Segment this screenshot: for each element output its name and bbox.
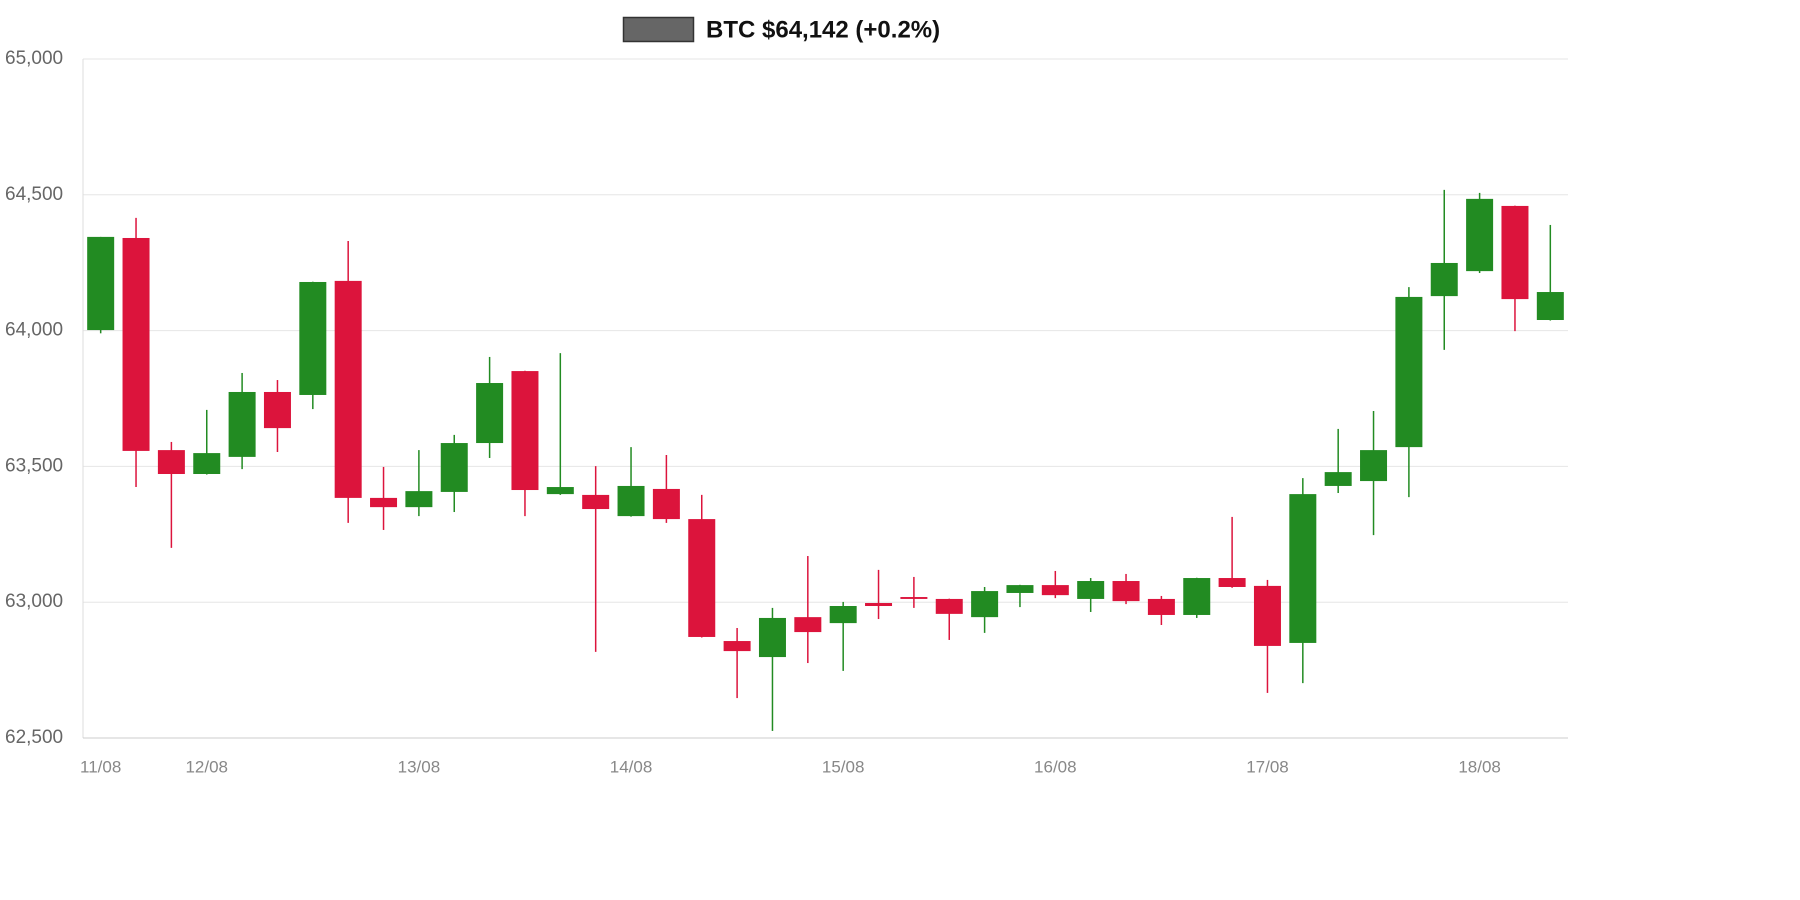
candle-body bbox=[935, 598, 963, 614]
candle-body bbox=[228, 391, 256, 457]
y-tick-label: 63,000 bbox=[5, 591, 63, 612]
candle-body bbox=[829, 606, 857, 624]
candle-body bbox=[263, 391, 291, 429]
candle-body bbox=[511, 371, 539, 491]
candle-body bbox=[1112, 581, 1140, 602]
candle-body bbox=[1006, 585, 1034, 593]
candle-body bbox=[900, 597, 928, 599]
x-tick-label: 14/08 bbox=[610, 757, 653, 776]
x-tick-label: 18/08 bbox=[1458, 757, 1501, 776]
candle-body bbox=[405, 491, 433, 508]
candle-body bbox=[440, 443, 468, 492]
y-tick-label: 62,500 bbox=[5, 727, 63, 748]
candle-body bbox=[1218, 578, 1246, 587]
candle-body bbox=[1360, 450, 1388, 482]
x-tick-label: 13/08 bbox=[398, 757, 441, 776]
legend-swatch bbox=[622, 16, 695, 43]
candle-body bbox=[688, 519, 716, 637]
y-tick-label: 64,500 bbox=[5, 184, 63, 205]
candle-body bbox=[865, 603, 893, 607]
candle-body bbox=[794, 617, 822, 633]
candle-body bbox=[193, 453, 221, 475]
candle-body bbox=[1147, 598, 1175, 615]
candle-body bbox=[652, 488, 680, 520]
candle-body bbox=[1183, 578, 1211, 615]
candle-body bbox=[1395, 296, 1423, 448]
candle-body bbox=[617, 485, 645, 517]
candle-body bbox=[157, 450, 185, 475]
legend-label: BTC $64,142 (+0.2%) bbox=[706, 16, 940, 43]
candle-body bbox=[1253, 585, 1281, 646]
candle-body bbox=[370, 497, 398, 508]
y-tick-label: 65,000 bbox=[5, 48, 63, 69]
candle-body bbox=[299, 281, 327, 395]
candle-body bbox=[122, 237, 150, 451]
candle-body bbox=[582, 494, 610, 510]
candle-body bbox=[971, 591, 999, 618]
candle-body bbox=[1466, 198, 1494, 272]
candle-body bbox=[476, 383, 504, 444]
candle-body bbox=[1289, 494, 1317, 643]
x-tick-label: 15/08 bbox=[822, 757, 865, 776]
y-tick-label: 63,500 bbox=[5, 455, 63, 476]
candle-body bbox=[334, 280, 362, 498]
candle-body bbox=[1536, 292, 1564, 321]
candle-body bbox=[1430, 262, 1458, 297]
candle-body bbox=[1324, 472, 1352, 486]
x-tick-label: 12/08 bbox=[185, 757, 228, 776]
candle-body bbox=[1501, 205, 1529, 300]
candle-body bbox=[546, 487, 574, 495]
candle-body bbox=[758, 617, 786, 658]
x-tick-label: 16/08 bbox=[1034, 757, 1077, 776]
x-tick-label: 11/08 bbox=[80, 757, 121, 776]
candle-body bbox=[1077, 581, 1105, 599]
candle-body bbox=[723, 641, 751, 652]
candle-body bbox=[87, 236, 115, 331]
x-tick-label: 17/08 bbox=[1246, 757, 1289, 776]
candle-body bbox=[1041, 585, 1069, 596]
y-tick-label: 64,000 bbox=[5, 320, 63, 341]
